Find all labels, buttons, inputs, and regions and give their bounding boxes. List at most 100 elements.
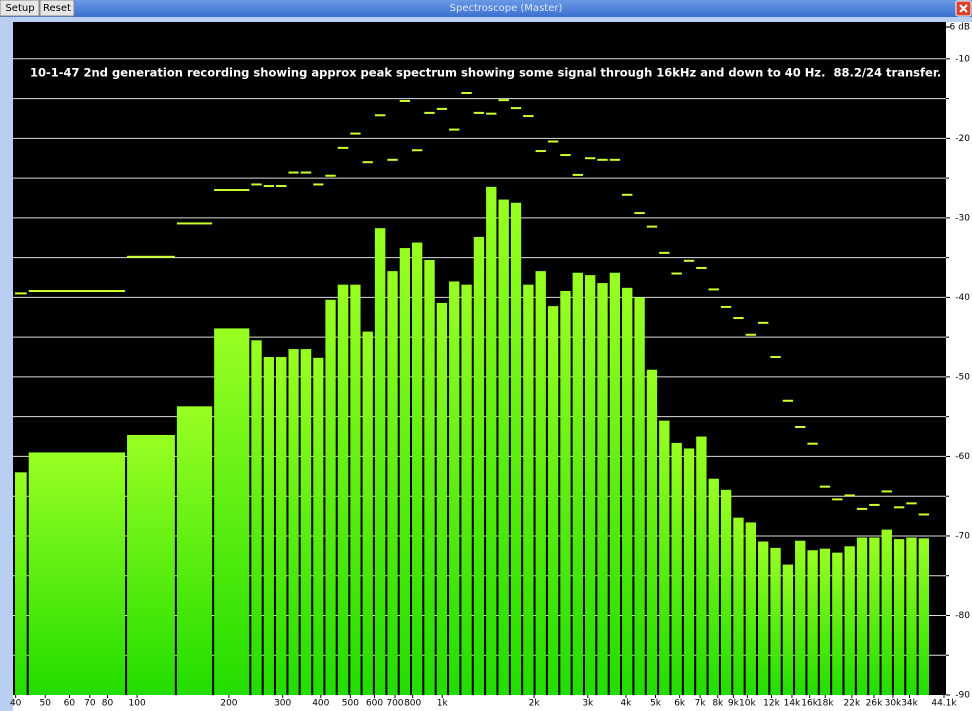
peak-marker bbox=[350, 132, 361, 135]
x-tick-label: 40 bbox=[10, 699, 22, 709]
peak-marker bbox=[646, 225, 658, 228]
peak-marker bbox=[782, 399, 794, 402]
x-tick-label: 600 bbox=[366, 699, 383, 709]
bar bbox=[350, 284, 361, 695]
x-tick-label: 30k bbox=[885, 699, 902, 709]
reset-button[interactable] bbox=[39, 0, 75, 17]
peak-marker bbox=[127, 255, 175, 258]
bar bbox=[782, 564, 794, 695]
peak-marker bbox=[856, 507, 868, 510]
bar bbox=[424, 260, 435, 695]
bar bbox=[893, 539, 905, 695]
peak-marker bbox=[609, 158, 621, 161]
close-icon bbox=[959, 4, 968, 13]
peak-marker bbox=[399, 99, 410, 102]
x-tick-label: 10k bbox=[739, 699, 756, 709]
bar bbox=[918, 538, 930, 695]
bar bbox=[683, 448, 695, 695]
peak-marker bbox=[659, 251, 670, 254]
bar bbox=[757, 541, 769, 695]
bars bbox=[15, 186, 930, 696]
peak-marker bbox=[844, 494, 855, 497]
x-tick-label: 700 bbox=[386, 699, 403, 709]
bar bbox=[671, 442, 682, 695]
setup-button[interactable] bbox=[0, 0, 40, 17]
x-tick-label: 8k bbox=[712, 699, 724, 709]
peak-marker bbox=[436, 107, 448, 110]
x-tick-label: 34k bbox=[901, 699, 918, 709]
bar bbox=[696, 436, 707, 695]
y-tick-label: -60 bbox=[955, 452, 970, 462]
title-bar bbox=[0, 0, 972, 17]
peak-marker bbox=[387, 158, 398, 161]
bar bbox=[461, 284, 472, 695]
peak-marker bbox=[15, 292, 27, 295]
y-tick-label: -40 bbox=[955, 293, 970, 303]
x-tick-label: 400 bbox=[312, 699, 329, 709]
x-tick-label: 4k bbox=[620, 699, 632, 709]
peak-marker bbox=[449, 128, 460, 131]
peak-marker bbox=[473, 111, 485, 114]
y-tick-label: -90 bbox=[955, 691, 970, 701]
peak-marker bbox=[288, 171, 299, 174]
bar bbox=[436, 302, 448, 695]
x-tick-label: 5k bbox=[650, 699, 662, 709]
y-tick-label: -70 bbox=[955, 531, 970, 541]
peak-marker bbox=[696, 266, 707, 269]
peak-marker bbox=[498, 99, 509, 102]
bar bbox=[176, 406, 213, 695]
window-title: Spectroscope (Master) bbox=[450, 3, 563, 14]
bar bbox=[584, 275, 596, 695]
peak-marker bbox=[757, 321, 769, 324]
setup-label: Setup bbox=[5, 3, 34, 14]
bar bbox=[832, 552, 843, 695]
bar bbox=[659, 420, 670, 695]
bar bbox=[819, 548, 831, 695]
bar bbox=[622, 287, 633, 695]
x-tick-label: 12k bbox=[763, 699, 780, 709]
peak-marker bbox=[770, 356, 781, 359]
peak-marker bbox=[374, 114, 386, 117]
bar bbox=[745, 522, 756, 695]
peak-marker bbox=[708, 288, 719, 291]
x-tick-label: 300 bbox=[274, 699, 291, 709]
peak-marker bbox=[251, 183, 262, 186]
y-axis-strip bbox=[946, 22, 972, 711]
x-tick-label: 1k bbox=[437, 699, 449, 709]
x-tick-label: 22k bbox=[844, 699, 861, 709]
x-tick-label: 14k bbox=[784, 699, 801, 709]
bar bbox=[486, 186, 497, 696]
bar bbox=[127, 434, 175, 695]
peak-marker bbox=[906, 502, 917, 505]
peak-marker bbox=[486, 112, 497, 115]
peak-marker bbox=[510, 107, 522, 110]
bar bbox=[634, 297, 645, 695]
bar bbox=[560, 291, 571, 695]
bar bbox=[609, 272, 621, 695]
x-tick-label: 26k bbox=[866, 699, 883, 709]
annotation: 10-1-47 2nd generation recording showing… bbox=[30, 66, 972, 80]
peak-marker bbox=[214, 189, 250, 192]
bar bbox=[374, 228, 386, 695]
bar bbox=[337, 284, 349, 695]
bar bbox=[313, 357, 324, 695]
peak-marker bbox=[881, 490, 892, 493]
peak-marker bbox=[275, 185, 287, 188]
bar bbox=[708, 478, 719, 695]
peak-marker bbox=[28, 290, 126, 293]
y-tick-label: -80 bbox=[955, 611, 970, 621]
x-tick-label: 2k bbox=[529, 699, 541, 709]
bar bbox=[720, 489, 732, 695]
bar bbox=[597, 283, 608, 695]
peak-marker bbox=[720, 305, 732, 308]
peak-marker bbox=[424, 111, 435, 114]
bar bbox=[906, 537, 917, 695]
bar bbox=[510, 202, 522, 695]
bar bbox=[15, 472, 27, 695]
peak-marker bbox=[313, 183, 324, 186]
peak-marker bbox=[819, 485, 831, 488]
bar bbox=[535, 271, 546, 695]
x-tick-label: 9k bbox=[728, 699, 740, 709]
bar bbox=[844, 546, 855, 695]
